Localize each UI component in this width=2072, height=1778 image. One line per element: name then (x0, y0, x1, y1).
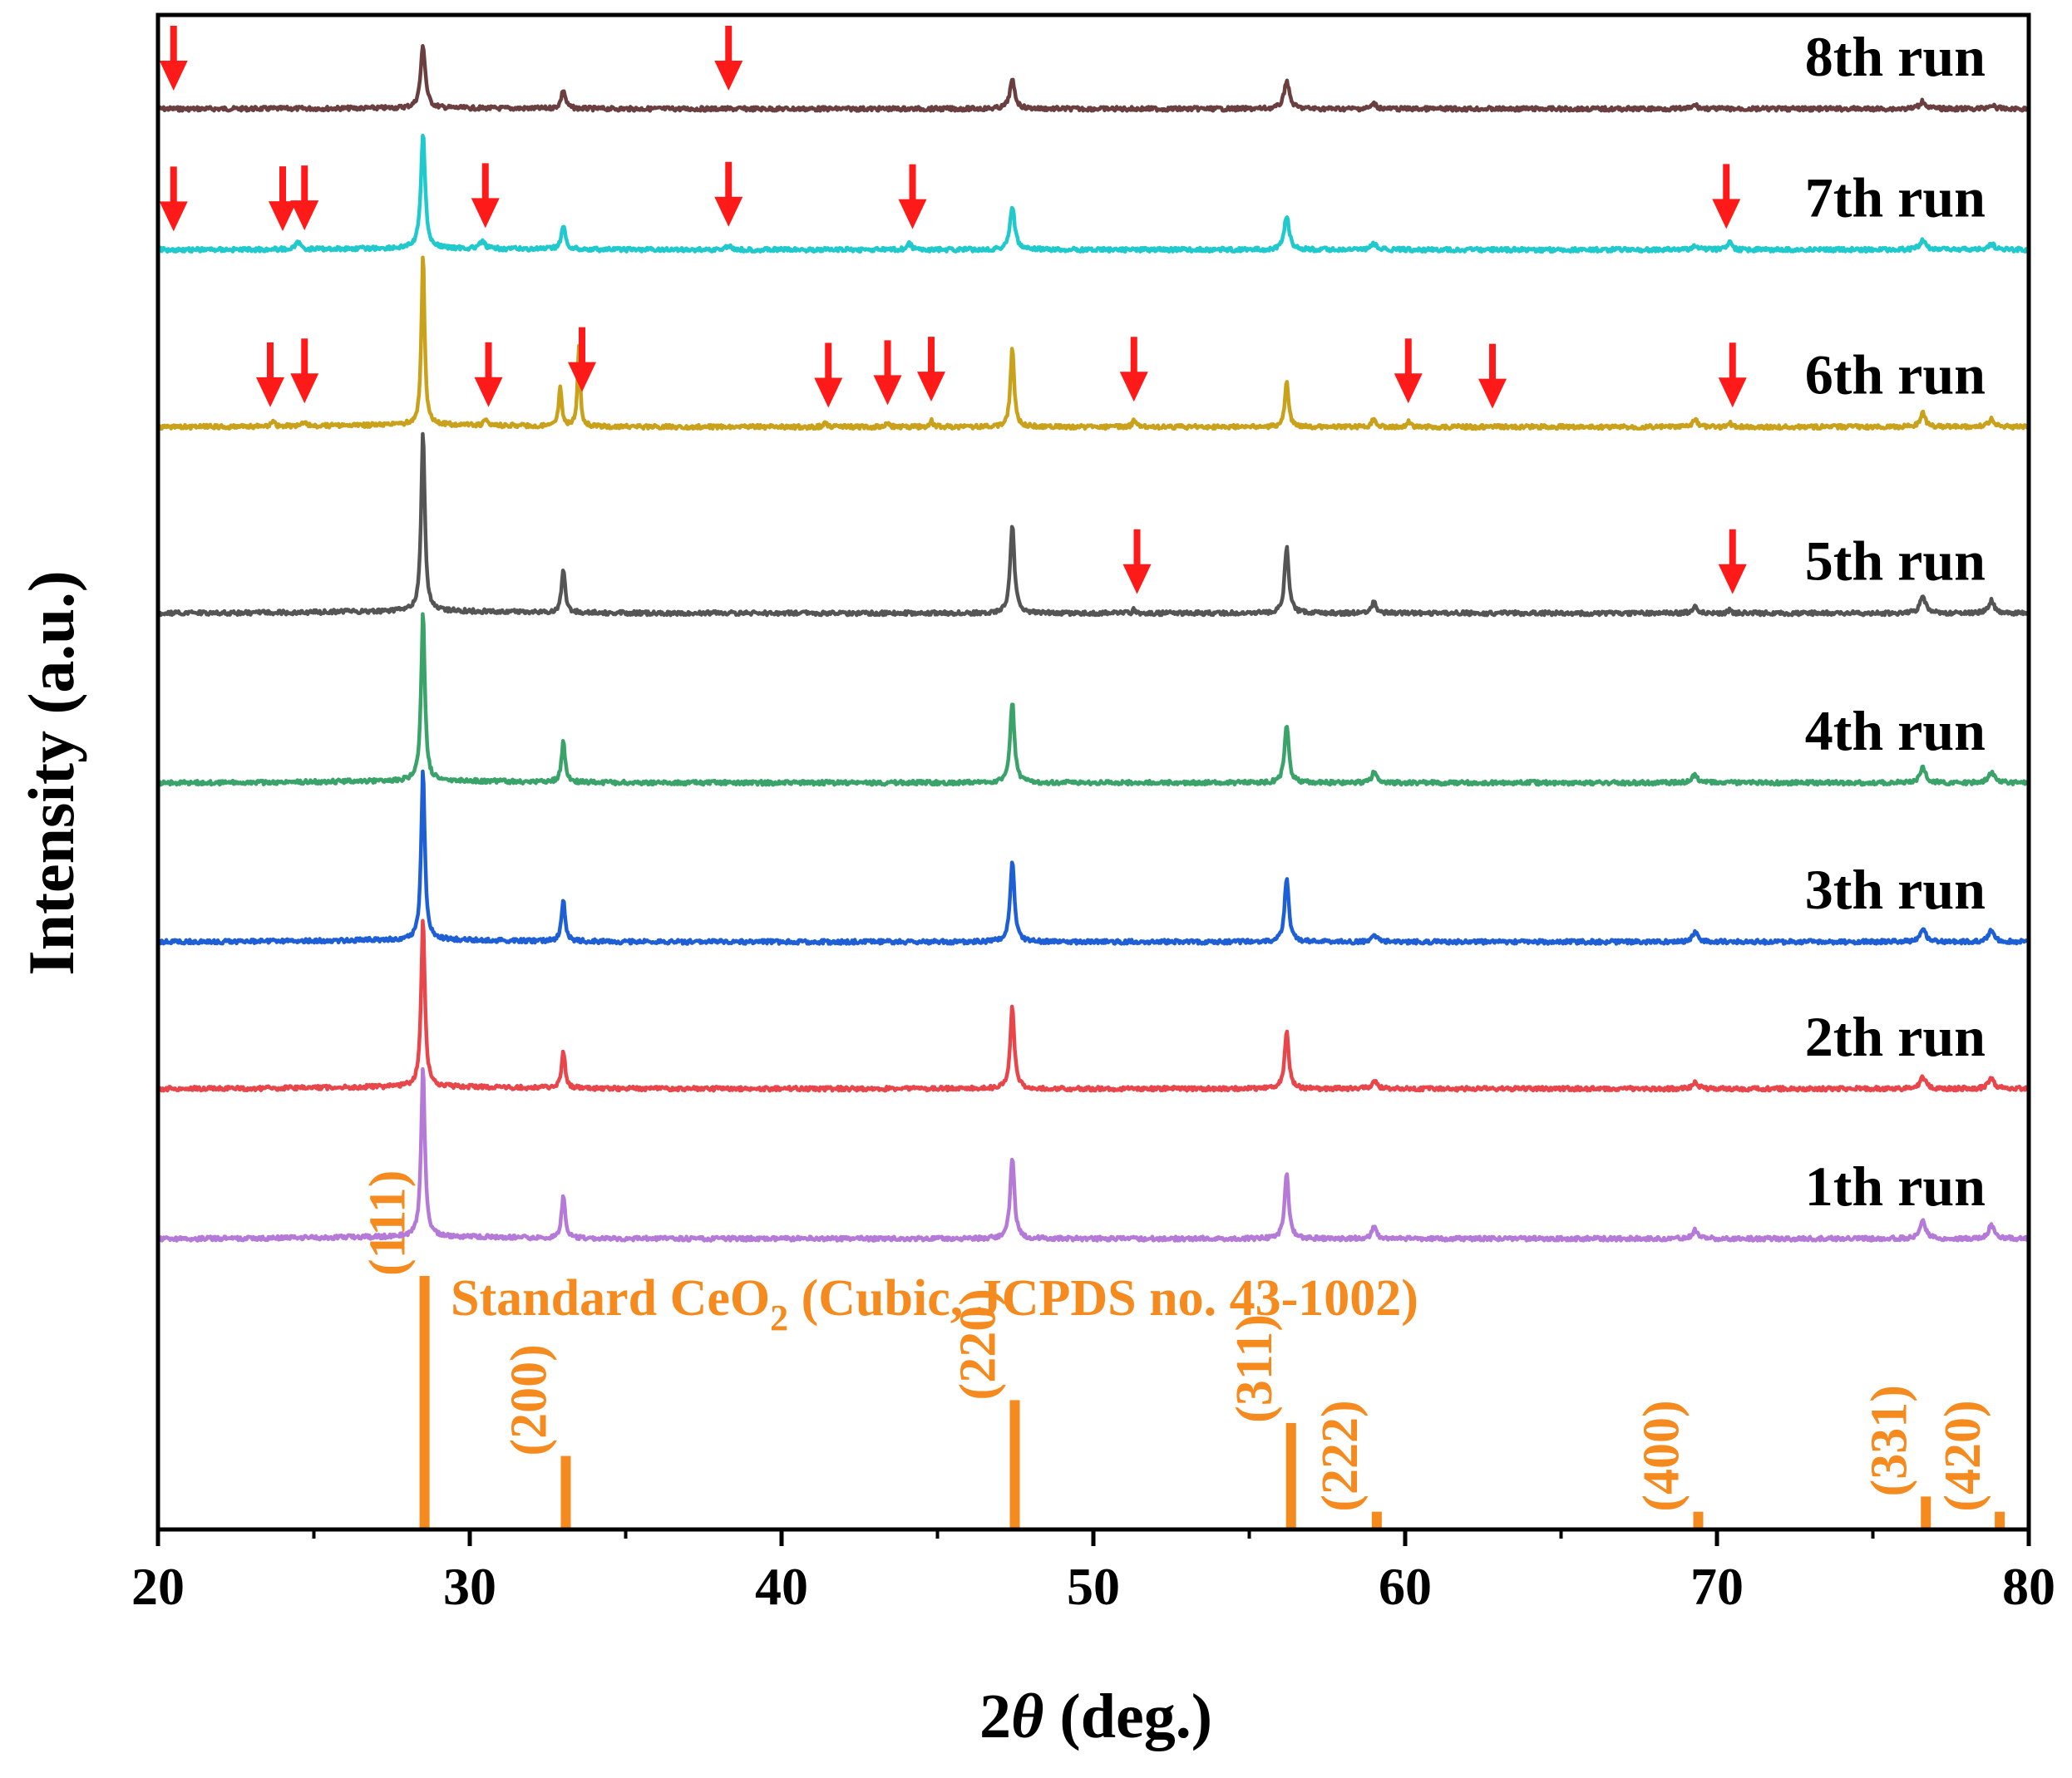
impurity-arrow (474, 342, 503, 407)
reference-bar (1921, 1496, 1931, 1529)
series-line (156, 769, 2030, 946)
series-line (156, 1066, 2030, 1243)
reference-bar (1995, 1511, 2005, 1529)
hkl-label: (220) (950, 1288, 1007, 1400)
impurity-arrow (256, 342, 284, 407)
impurity-arrow (159, 25, 188, 91)
series-line (156, 43, 2031, 113)
run-label: 7th run (1805, 165, 1986, 229)
impurity-arrow (917, 337, 945, 402)
impurity-arrow (1712, 164, 1741, 229)
impurity-arrow (898, 164, 927, 229)
reference-bar (1009, 1400, 1020, 1529)
run-label: 2th run (1805, 1005, 1986, 1068)
x-axis-ticks: 20 30 40 50 60 70 80 (131, 1529, 2055, 1616)
hkl-label: (311) (1226, 1314, 1283, 1423)
series-layer (155, 43, 2031, 1243)
hkl-label: (111) (360, 1170, 417, 1276)
impurity-arrow (471, 163, 500, 229)
impurity-arrow (290, 338, 319, 404)
hkl-label: (420) (1935, 1400, 1991, 1511)
ylabel: Intensity (a.u.) (15, 570, 87, 976)
impurity-arrow (1394, 338, 1423, 404)
xlabel: 2θ (deg.) (979, 1682, 1212, 1751)
run-label: 3th run (1805, 858, 1986, 921)
x-tick-label: 20 (131, 1557, 185, 1616)
impurity-arrow (1718, 529, 1747, 594)
hkl-label: (222) (1312, 1400, 1369, 1511)
run-label: 4th run (1805, 699, 1986, 762)
hkl-label: (331) (1861, 1385, 1917, 1496)
reference-bar (1285, 1422, 1296, 1529)
impurity-arrow (873, 340, 902, 406)
arrow-layer (159, 25, 1747, 594)
reference-pattern: (111) (200) (220) (311) (222) (400) (331) (420)… (360, 1170, 2005, 1529)
reference-bar (1371, 1511, 1382, 1529)
x-tick-label: 30 (443, 1557, 496, 1616)
reference-bar (1693, 1511, 1704, 1529)
run-label: 6th run (1805, 343, 1986, 406)
impurity-arrow (1718, 342, 1747, 408)
run-label: 1th run (1805, 1155, 1986, 1218)
xlabel-unit: (deg.) (1043, 1682, 1212, 1751)
run-label-layer: 8th run 7th run 6th run 5th run 4th run 3th r… (1805, 25, 1986, 1218)
x-tick-label: 60 (1379, 1557, 1432, 1616)
impurity-arrow (714, 25, 743, 91)
x-tick-label: 40 (755, 1557, 808, 1616)
hkl-label: (400) (1634, 1400, 1690, 1511)
impurity-arrow (290, 165, 319, 231)
reference-bar (560, 1455, 571, 1529)
impurity-arrow (1119, 337, 1148, 402)
run-label: 5th run (1805, 529, 1986, 593)
xlabel-theta: θ (1011, 1682, 1043, 1751)
impurity-arrow (159, 166, 188, 232)
x-tick-label: 50 (1067, 1557, 1120, 1616)
reference-bar (419, 1276, 430, 1529)
series-line (155, 919, 2030, 1093)
run-label: 8th run (1805, 25, 1986, 88)
xlabel-prefix: 2 (979, 1682, 1011, 1751)
x-tick-label: 80 (2002, 1557, 2055, 1616)
impurity-arrow (1478, 343, 1507, 409)
impurity-arrow (269, 166, 297, 232)
series-line (155, 431, 2030, 618)
series-line (156, 133, 2030, 254)
series-line (156, 255, 2031, 431)
reference-label: Standard CeO2 (Cubic, JCPDS no. 43-1002) (451, 1270, 1418, 1338)
impurity-arrow (568, 327, 596, 392)
hkl-label: (200) (501, 1344, 558, 1455)
impurity-arrow (814, 342, 843, 408)
impurity-arrow (1122, 529, 1152, 594)
impurity-arrow (714, 161, 743, 227)
series-line (156, 612, 2030, 787)
x-tick-label: 70 (1690, 1557, 1744, 1616)
